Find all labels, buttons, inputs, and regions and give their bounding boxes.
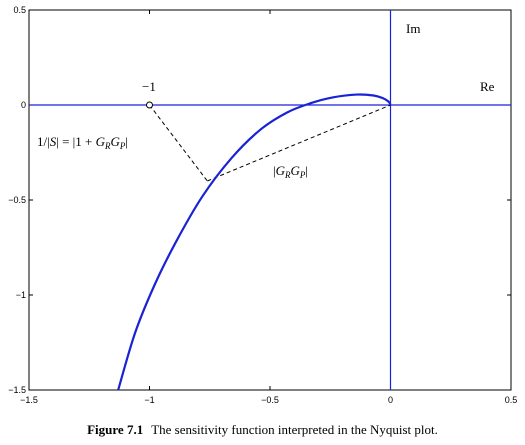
chart-marks	[29, 10, 511, 391]
x-tick-label: 0.5	[505, 395, 518, 405]
real-axis-label: Re	[480, 79, 495, 94]
plot-frame	[28, 9, 512, 391]
y-tick-label: −0.5	[8, 195, 26, 205]
loop-gain-annotation: |GRGP|	[273, 163, 308, 180]
y-tick-label: 0.5	[13, 5, 26, 15]
y-tick-label: −1.5	[8, 385, 26, 395]
axis-ticks: −1.5 −1 −0.5 0 0.5 0.5 0 −0.5 −1 −1.5	[8, 5, 517, 405]
chart-labels: Im Re −1 1/|S| = |1 + GRGP| |GRGP|	[37, 21, 495, 180]
y-tick-label: −1	[16, 290, 26, 300]
critical-point-label: −1	[142, 79, 156, 94]
x-tick-label: −1.5	[20, 395, 38, 405]
figure-caption: Figure 7.1 The sensitivity function inter…	[0, 422, 525, 438]
critical-point-marker	[146, 101, 153, 109]
sensitivity-dashed-line	[149, 104, 208, 182]
sensitivity-annotation: 1/|S| = |1 + GRGP|	[37, 134, 128, 151]
loop-gain-dashed-line	[207, 104, 391, 182]
x-tick-label: −1	[144, 395, 154, 405]
figure-label: Figure 7.1	[87, 422, 144, 437]
nyquist-curve	[117, 93, 392, 391]
x-tick-label: −0.5	[261, 395, 279, 405]
imag-axis-label: Im	[406, 21, 420, 36]
x-tick-label: 0	[388, 395, 393, 405]
caption-text: The sensitivity function interpreted in …	[151, 422, 438, 437]
y-tick-label: 0	[21, 100, 26, 110]
